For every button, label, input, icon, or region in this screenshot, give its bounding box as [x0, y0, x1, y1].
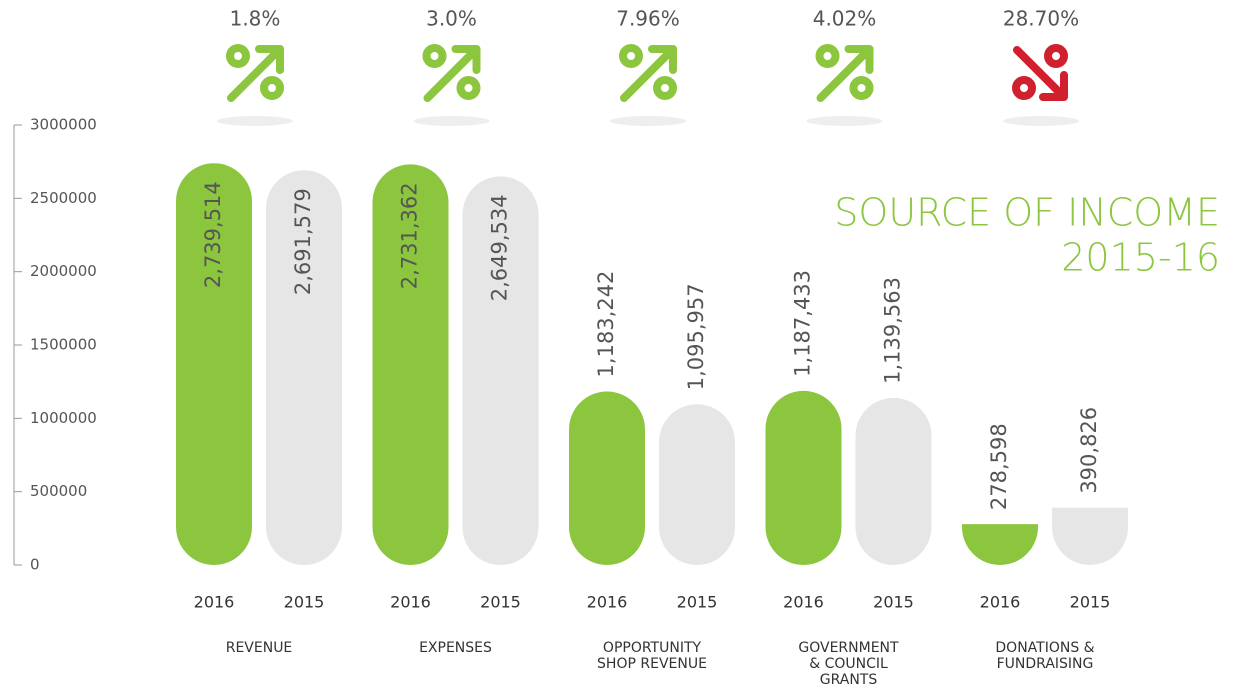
icon-part [456, 76, 481, 100]
icon-part [815, 44, 840, 68]
bar [462, 176, 539, 565]
icon-shadow [217, 116, 293, 126]
bar [266, 170, 342, 565]
icon-part [423, 45, 481, 102]
series-label: 2015 [873, 593, 914, 612]
value-label: 278,598 [987, 423, 1011, 510]
y-tick-label: 2000000 [30, 262, 97, 280]
bar [569, 391, 645, 565]
change-label: 4.02% [813, 7, 877, 31]
value-label: 2,691,579 [291, 188, 315, 295]
icon-part [422, 44, 447, 68]
category-label: GRANTS [820, 672, 878, 688]
change-icon [226, 44, 284, 102]
chart-subtitle: 2015-16 [1061, 236, 1220, 280]
icon-part [1012, 76, 1036, 100]
change-icon [619, 44, 677, 102]
change-icon [422, 44, 481, 102]
icon-shadow [413, 116, 490, 126]
icon-shadow [610, 116, 686, 126]
value-label: 1,139,563 [881, 277, 905, 384]
value-label: 1,187,433 [791, 270, 815, 377]
series-label: 2015 [284, 593, 325, 612]
y-tick-label: 3000000 [30, 116, 97, 134]
value-label: 1,183,242 [594, 271, 618, 378]
category-label: FUNDRAISING [997, 656, 1094, 672]
icon-shadow [1003, 116, 1079, 126]
icon-part [227, 45, 284, 102]
value-label: 2,731,362 [398, 182, 422, 289]
series-label: 2016 [194, 593, 235, 612]
series-label: 2016 [783, 593, 824, 612]
value-label: 390,826 [1077, 407, 1101, 494]
change-label: 28.70% [1003, 7, 1079, 31]
bar [765, 390, 842, 565]
icon-part [226, 44, 250, 68]
value-label: 2,739,514 [201, 181, 225, 288]
change-icon [1012, 44, 1068, 101]
category-label: REVENUE [226, 640, 293, 656]
bar [372, 164, 449, 565]
y-tick-label: 500000 [30, 482, 87, 500]
change-icon [815, 44, 874, 102]
bar [855, 397, 932, 565]
y-tick-label: 2500000 [30, 189, 97, 207]
series-label: 2015 [677, 593, 718, 612]
icon-part [1013, 46, 1068, 101]
icon-part [260, 76, 284, 100]
chart-title: SOURCE OF INCOME [834, 191, 1220, 235]
bar [1052, 507, 1128, 565]
bar [962, 524, 1038, 565]
icon-part [1044, 44, 1068, 68]
icon-shadow [806, 116, 883, 126]
y-tick-label: 1500000 [30, 336, 97, 354]
category-label: OPPORTUNITY [603, 640, 702, 656]
series-label: 2015 [480, 593, 521, 612]
category-label: & COUNCIL [809, 656, 888, 672]
series-label: 2016 [980, 593, 1021, 612]
value-label: 2,649,534 [488, 194, 512, 301]
icon-part [653, 76, 677, 100]
series-label: 2015 [1070, 593, 1111, 612]
category-label: EXPENSES [419, 640, 492, 656]
bar [176, 163, 252, 565]
series-label: 2016 [390, 593, 431, 612]
category-label: GOVERNMENT [798, 640, 899, 656]
category-label: DONATIONS & [995, 640, 1094, 656]
icon-part [620, 45, 677, 102]
change-label: 3.0% [426, 7, 477, 31]
category-label: SHOP REVENUE [597, 656, 707, 672]
bar [659, 404, 735, 565]
value-label: 1,095,957 [684, 283, 708, 390]
series-label: 2016 [587, 593, 628, 612]
change-label: 1.8% [230, 7, 281, 31]
change-label: 7.96% [616, 7, 680, 31]
icon-part [816, 45, 874, 102]
y-tick-label: 0 [30, 556, 40, 574]
icon-part [849, 76, 874, 100]
icon-part [619, 44, 643, 68]
y-tick-label: 1000000 [30, 409, 97, 427]
